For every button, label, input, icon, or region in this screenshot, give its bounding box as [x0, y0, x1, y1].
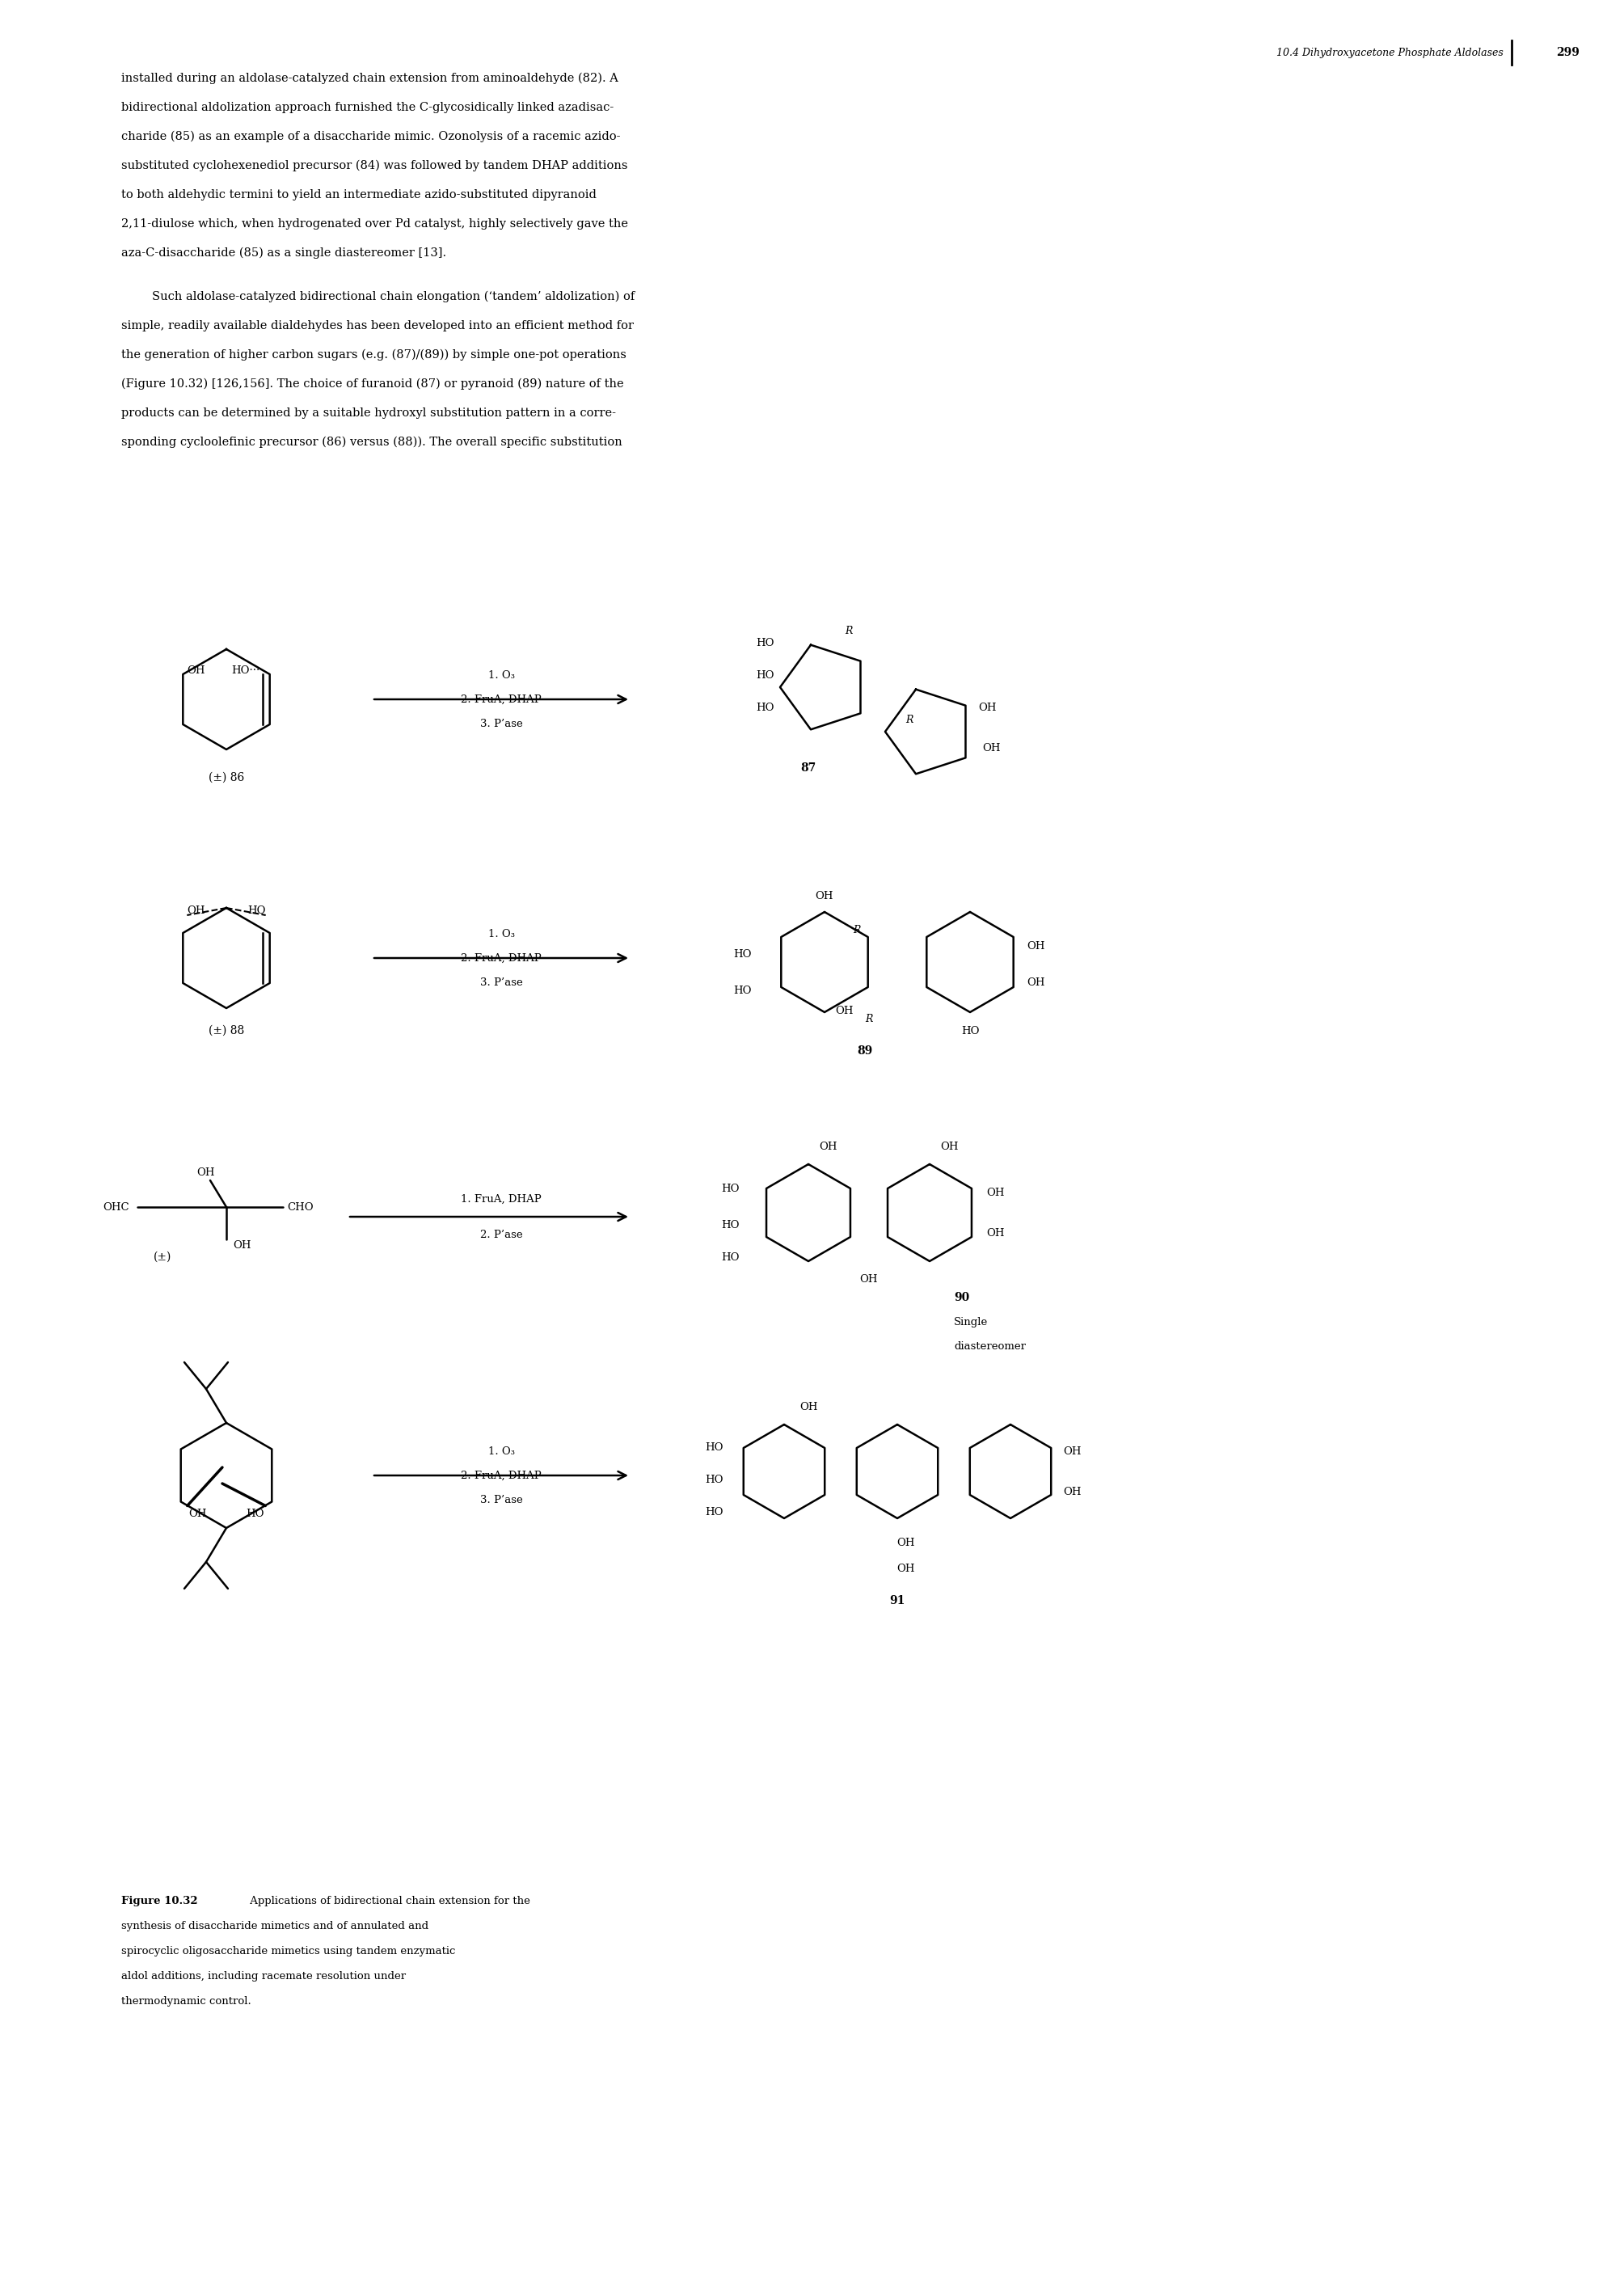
- Text: OH: OH: [1026, 976, 1044, 988]
- Text: sponding cycloolefinic precursor (86) versus (88)). The overall specific substit: sponding cycloolefinic precursor (86) ve…: [122, 435, 622, 449]
- Text: OH: OH: [799, 1400, 817, 1412]
- Text: CHO: CHO: [287, 1201, 313, 1212]
- Text: HO: HO: [705, 1506, 723, 1517]
- Text: to both aldehydic termini to yield an intermediate azido-substituted dipyranoid: to both aldehydic termini to yield an in…: [122, 190, 596, 199]
- Text: R: R: [905, 715, 913, 724]
- Text: R: R: [844, 626, 853, 635]
- Text: OH: OH: [188, 1508, 208, 1520]
- Text: OH: OH: [836, 1006, 854, 1015]
- Text: HO: HO: [721, 1183, 739, 1194]
- Text: 2. P’ase: 2. P’ase: [481, 1229, 523, 1240]
- Text: Such aldolase-catalyzed bidirectional chain elongation (‘tandem’ aldolization) o: Such aldolase-catalyzed bidirectional ch…: [153, 291, 635, 303]
- Text: 3. P’ase: 3. P’ase: [479, 976, 523, 988]
- Text: 87: 87: [801, 763, 817, 775]
- Text: OH: OH: [820, 1141, 838, 1151]
- Text: OH: OH: [986, 1229, 1004, 1238]
- Text: HO: HO: [705, 1474, 723, 1485]
- Text: substituted cyclohexenediol precursor (84) was followed by tandem DHAP additions: substituted cyclohexenediol precursor (8…: [122, 160, 628, 172]
- Text: HO···: HO···: [232, 665, 260, 676]
- Text: 1. FruA, DHAP: 1. FruA, DHAP: [461, 1194, 541, 1203]
- Text: OH: OH: [896, 1563, 914, 1575]
- Text: HO: HO: [755, 669, 775, 681]
- Text: 2. FruA, DHAP: 2. FruA, DHAP: [461, 694, 541, 704]
- Text: OH: OH: [983, 743, 1000, 754]
- Text: Applications of bidirectional chain extension for the: Applications of bidirectional chain exte…: [247, 1895, 529, 1907]
- Text: HO: HO: [245, 1508, 263, 1520]
- Text: OH: OH: [986, 1187, 1004, 1199]
- Text: OH: OH: [187, 665, 205, 676]
- Text: OH: OH: [896, 1538, 914, 1547]
- Text: 89: 89: [857, 1045, 872, 1057]
- Text: OH: OH: [1064, 1446, 1082, 1455]
- Text: 1. O₃: 1. O₃: [487, 669, 515, 681]
- Text: OH: OH: [187, 905, 205, 915]
- Text: charide (85) as an example of a disaccharide mimic. Ozonolysis of a racemic azid: charide (85) as an example of a disaccha…: [122, 131, 620, 142]
- Text: R: R: [866, 1013, 872, 1025]
- Text: products can be determined by a suitable hydroxyl substitution pattern in a corr: products can be determined by a suitable…: [122, 408, 615, 419]
- Text: synthesis of disaccharide mimetics and of annulated and: synthesis of disaccharide mimetics and o…: [122, 1921, 429, 1932]
- Text: OH: OH: [1064, 1488, 1082, 1497]
- Text: 299: 299: [1556, 46, 1580, 57]
- Text: 90: 90: [953, 1293, 970, 1304]
- Text: 2,11-diulose which, when hydrogenated over Pd catalyst, highly selectively gave : 2,11-diulose which, when hydrogenated ov…: [122, 218, 628, 229]
- Text: HO: HO: [247, 905, 266, 915]
- Text: thermodynamic control.: thermodynamic control.: [122, 1996, 252, 2006]
- Text: (±): (±): [154, 1251, 172, 1263]
- Text: 10.4 Dihydroxyacetone Phosphate Aldolases: 10.4 Dihydroxyacetone Phosphate Aldolase…: [1276, 48, 1504, 57]
- Text: Figure 10.32: Figure 10.32: [122, 1895, 198, 1907]
- Text: HO: HO: [734, 986, 752, 995]
- Text: spirocyclic oligosaccharide mimetics using tandem enzymatic: spirocyclic oligosaccharide mimetics usi…: [122, 1946, 455, 1957]
- Text: the generation of higher carbon sugars (e.g. (87)/(89)) by simple one-pot operat: the generation of higher carbon sugars (…: [122, 348, 627, 360]
- Text: R: R: [853, 924, 861, 935]
- Text: simple, readily available dialdehydes has been developed into an efficient metho: simple, readily available dialdehydes ha…: [122, 321, 633, 332]
- Text: 3. P’ase: 3. P’ase: [479, 717, 523, 729]
- Text: OH: OH: [859, 1274, 879, 1284]
- Text: OH: OH: [1026, 940, 1044, 951]
- Text: installed during an aldolase-catalyzed chain extension from aminoaldehyde (82). : installed during an aldolase-catalyzed c…: [122, 73, 619, 85]
- Text: OHC: OHC: [102, 1201, 130, 1212]
- Text: HO: HO: [734, 949, 752, 960]
- Text: HO: HO: [705, 1442, 723, 1453]
- Text: 1. O₃: 1. O₃: [487, 928, 515, 940]
- Text: OH: OH: [940, 1141, 958, 1151]
- Text: 2. FruA, DHAP: 2. FruA, DHAP: [461, 1469, 541, 1481]
- Text: HO: HO: [721, 1251, 739, 1263]
- Text: HO: HO: [755, 637, 775, 649]
- Text: 2. FruA, DHAP: 2. FruA, DHAP: [461, 953, 541, 963]
- Text: aldol additions, including racemate resolution under: aldol additions, including racemate reso…: [122, 1971, 406, 1983]
- Text: Single: Single: [953, 1316, 987, 1327]
- Text: (Figure 10.32) [126,156]. The choice of furanoid (87) or pyranoid (89) nature of: (Figure 10.32) [126,156]. The choice of …: [122, 378, 624, 390]
- Text: aza-C-disaccharide (85) as a single diastereomer [13].: aza-C-disaccharide (85) as a single dias…: [122, 248, 447, 259]
- Text: 91: 91: [890, 1595, 905, 1607]
- Text: 3. P’ase: 3. P’ase: [479, 1494, 523, 1506]
- Text: OH: OH: [232, 1240, 252, 1251]
- Text: 1. O₃: 1. O₃: [487, 1446, 515, 1455]
- Text: bidirectional aldolization approach furnished the C-glycosidically linked azadis: bidirectional aldolization approach furn…: [122, 101, 614, 112]
- Text: OH: OH: [197, 1167, 216, 1178]
- Text: (±) 88: (±) 88: [208, 1025, 244, 1036]
- Text: OH: OH: [978, 701, 996, 713]
- Text: HO: HO: [961, 1025, 979, 1036]
- Text: HO: HO: [755, 701, 775, 713]
- Text: (±) 86: (±) 86: [208, 772, 244, 784]
- Text: HO: HO: [721, 1219, 739, 1231]
- Text: diastereomer: diastereomer: [953, 1341, 1026, 1352]
- Text: OH: OH: [815, 892, 833, 901]
